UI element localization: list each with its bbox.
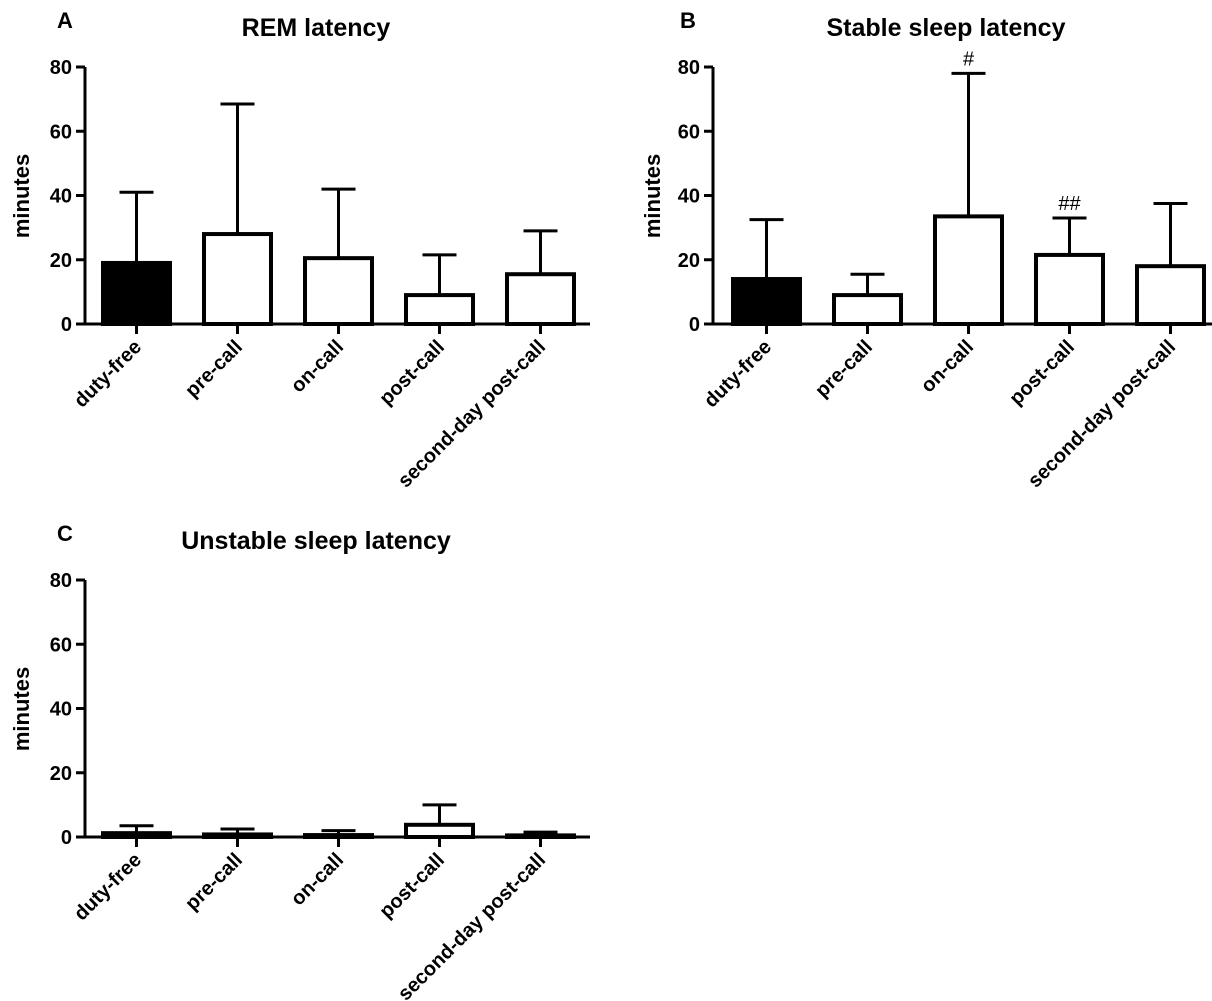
chart-panel-a: A REM latency minutes 0 20 40 60 80 duty-free pre… (9, 8, 590, 492)
y-tick-label: 80 (678, 57, 700, 79)
y-tick-label: 40 (50, 186, 72, 208)
panel-letter: B (680, 8, 696, 33)
y-tick-label: 0 (61, 314, 72, 336)
significance-annotation: # (963, 48, 975, 70)
y-axis-label: minutes (640, 154, 665, 238)
y-axis-label: minutes (9, 667, 34, 751)
bar-second-day-post-call (1135, 264, 1206, 326)
x-tick-label: post-call (1005, 336, 1079, 410)
x-tick-label: pre-call (181, 849, 247, 915)
x-tick-label: pre-call (811, 336, 877, 402)
chart-title: REM latency (242, 14, 391, 42)
y-tick-label: 0 (689, 314, 700, 336)
bar-pre-call (202, 832, 273, 839)
bar-second-day-post-call (505, 833, 576, 839)
chart-panel-b: B Stable sleep latency minutes 0 20 40 60 80 dut… (640, 8, 1212, 492)
y-tick-label: 40 (50, 699, 72, 721)
x-tick-label: post-call (375, 849, 449, 923)
x-tick-label: duty-free (70, 849, 146, 925)
x-tick-label: duty-free (70, 336, 146, 412)
bar-duty-free (731, 277, 802, 326)
y-tick-label: 60 (678, 121, 700, 143)
panel-letter: C (57, 521, 73, 546)
y-tick-label: 80 (50, 570, 72, 592)
bar-on-call (933, 214, 1004, 327)
y-tick-label: 20 (50, 250, 72, 272)
chart-title: Stable sleep latency (826, 14, 1065, 42)
x-tick-label: on-call (917, 336, 978, 397)
chart-panel-c: C Unstable sleep latency minutes 0 20 40 60 80 d… (9, 521, 590, 1001)
bar-post-call (404, 822, 475, 839)
x-tick-label: on-call (287, 336, 348, 397)
bar-post-call (404, 293, 475, 326)
y-axis-label: minutes (9, 154, 34, 238)
y-tick-label: 20 (50, 763, 72, 785)
bar-on-call (303, 833, 374, 840)
bar-post-call (1034, 252, 1105, 326)
panel-letter: A (57, 8, 73, 33)
y-tick-label: 20 (678, 250, 700, 272)
bar-duty-free (101, 831, 172, 840)
bar-duty-free (101, 260, 172, 326)
y-tick-label: 40 (678, 186, 700, 208)
y-tick-label: 60 (50, 121, 72, 143)
y-tick-label: 60 (50, 634, 72, 656)
bar-second-day-post-call (505, 272, 576, 326)
y-tick-label: 0 (61, 827, 72, 849)
bar-on-call (303, 256, 374, 326)
x-tick-label: pre-call (181, 336, 247, 402)
y-tick-label: 80 (50, 57, 72, 79)
chart-title: Unstable sleep latency (181, 527, 451, 555)
bar-pre-call (832, 293, 903, 326)
x-tick-label: post-call (375, 336, 449, 410)
bar-pre-call (202, 232, 273, 326)
x-tick-label: duty-free (700, 336, 776, 412)
significance-annotation: ## (1058, 193, 1081, 215)
x-tick-label: on-call (287, 849, 348, 910)
